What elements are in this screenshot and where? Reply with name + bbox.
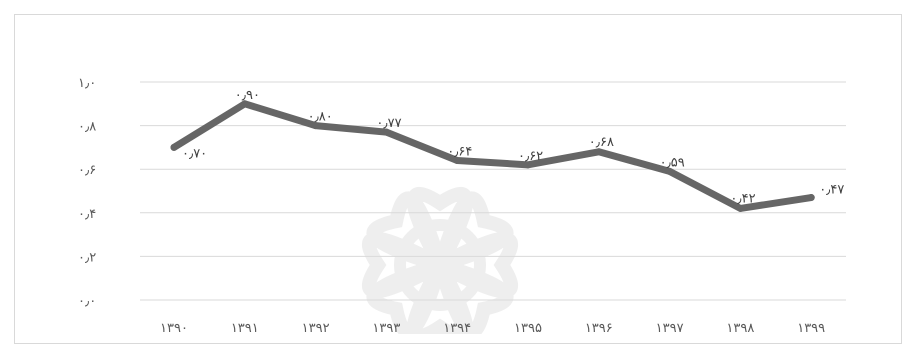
data-point [241,100,249,108]
data-point [595,148,603,156]
line-chart: ۱٫۰۰٫۸۰٫۶۰٫۴۰٫۲۰٫۰ ۱۳۹۰ ۱۳۹۱ ۱۳۹۲ ۱۳۹۳ ۱۳۹۴ ۱… [78,76,846,334]
watermark-ring [394,219,486,311]
x-tick-label: ۱۳۹۴ [443,321,471,334]
data-label: ۰٫۶۲ [518,149,543,164]
data-label: ۰٫۶۴ [447,144,472,159]
data-label: ۰٫۵۹ [660,155,685,170]
watermark-petals [362,187,518,334]
series-polyline [170,100,815,212]
data-point [170,143,178,151]
x-tick-label: ۱۳۹۵ [514,321,542,334]
y-tick-label: ۰٫۶ [78,163,96,178]
y-tick-label: ۰٫۲ [78,250,96,265]
data-labels: ۰٫۷۰ ۰٫۹۰ ۰٫۸۰ ۰٫۷۷ ۰٫۶۴ ۰٫۶۲ ۰٫۶۸ ۰٫۵۹ ۰٫۴۲ ۰٫۴۷ [182,88,844,207]
data-point [382,128,390,136]
x-tick-label: ۱۳۹۰ [160,321,188,334]
x-tick-label: ۱۳۹۹ [797,321,825,334]
data-point [524,161,532,169]
x-tick-label: ۱۳۹۷ [656,321,684,334]
x-tick-label: ۱۳۹۱ [231,321,259,334]
y-tick-label: ۰٫۸ [78,120,96,135]
y-tick-label: ۰٫۰ [78,294,96,309]
data-point [312,122,320,130]
x-tick-label: ۱۳۹۳ [372,321,400,334]
data-point [453,156,461,164]
data-label: ۰٫۷۰ [182,146,207,161]
watermark-logo [362,187,518,334]
data-label: ۰٫۴۷ [819,183,844,198]
data-label: ۰٫۸۰ [308,110,333,125]
x-axis-ticks: ۱۳۹۰ ۱۳۹۱ ۱۳۹۲ ۱۳۹۳ ۱۳۹۴ ۱۳۹۵ ۱۳۹۶ ۱۳۹۷ ۱۳۹۸ ۱۳۹۹ [160,321,825,334]
series-line [170,100,815,212]
data-label: ۰٫۷۷ [376,116,401,131]
gridlines [140,81,846,301]
data-label: ۰٫۹۰ [235,88,260,103]
y-tick-label: ۱٫۰ [78,76,96,91]
x-tick-label: ۱۳۹۶ [585,321,613,334]
data-label: ۰٫۴۲ [730,191,755,206]
y-axis-ticks: ۱٫۰ ۰٫۸ ۰٫۶ ۰٫۴ ۰٫۲ ۰٫۰ [78,76,96,309]
y-tick-label: ۰٫۴ [78,207,96,222]
x-tick-label: ۱۳۹۸ [726,321,754,334]
data-point [736,204,744,212]
x-tick-label: ۱۳۹۲ [302,321,330,334]
data-label: ۰٫۶۸ [589,135,614,150]
data-point [807,194,815,202]
data-point [666,167,674,175]
